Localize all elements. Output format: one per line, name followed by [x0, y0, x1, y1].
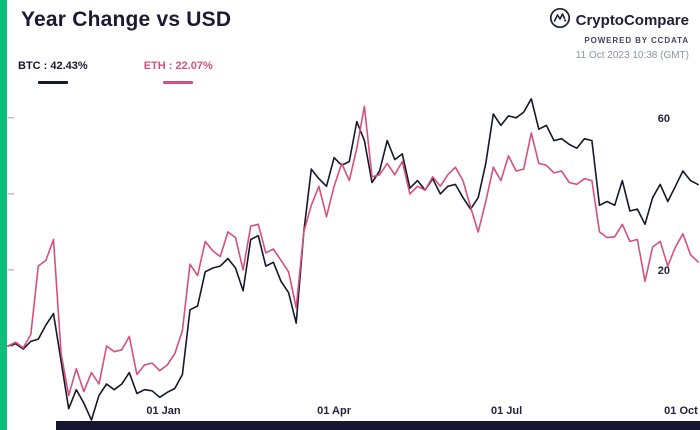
legend: BTC : 42.43% ETH : 22.07%	[18, 60, 213, 84]
eth-line	[7, 105, 699, 397]
accent-bar	[0, 0, 7, 430]
legend-item-eth[interactable]: ETH : 22.07%	[144, 60, 213, 84]
y-axis-label: 20	[658, 265, 670, 277]
x-axis-label: 01 Oct	[664, 405, 698, 417]
brand-block: CryptoCompare POWERED BY CCDATA 11 Oct 2…	[549, 7, 689, 61]
timeline-scrollbar[interactable]	[56, 421, 700, 430]
btc-legend-label: BTC : 42.43%	[18, 60, 88, 72]
btc-line	[7, 98, 699, 421]
x-axis-label: 01 Apr	[317, 405, 352, 417]
eth-legend-label: ETH : 22.07%	[143, 60, 213, 72]
powered-by-label: POWERED BY CCDATA	[584, 36, 689, 45]
btc-line-swatch	[37, 81, 68, 84]
x-axis-label: 01 Jul	[491, 405, 522, 417]
y-axis-label: 60	[658, 113, 670, 125]
timestamp: 11 Oct 2023 10:38 (GMT)	[575, 50, 689, 61]
page-title: Year Change vs USD	[21, 8, 232, 31]
eth-line-swatch	[163, 81, 194, 84]
legend-item-btc[interactable]: BTC : 42.43%	[18, 60, 88, 84]
brand-name: CryptoCompare	[575, 12, 689, 29]
cryptocompare-logo-icon	[549, 7, 571, 34]
x-axis-label: 01 Jan	[146, 405, 181, 417]
